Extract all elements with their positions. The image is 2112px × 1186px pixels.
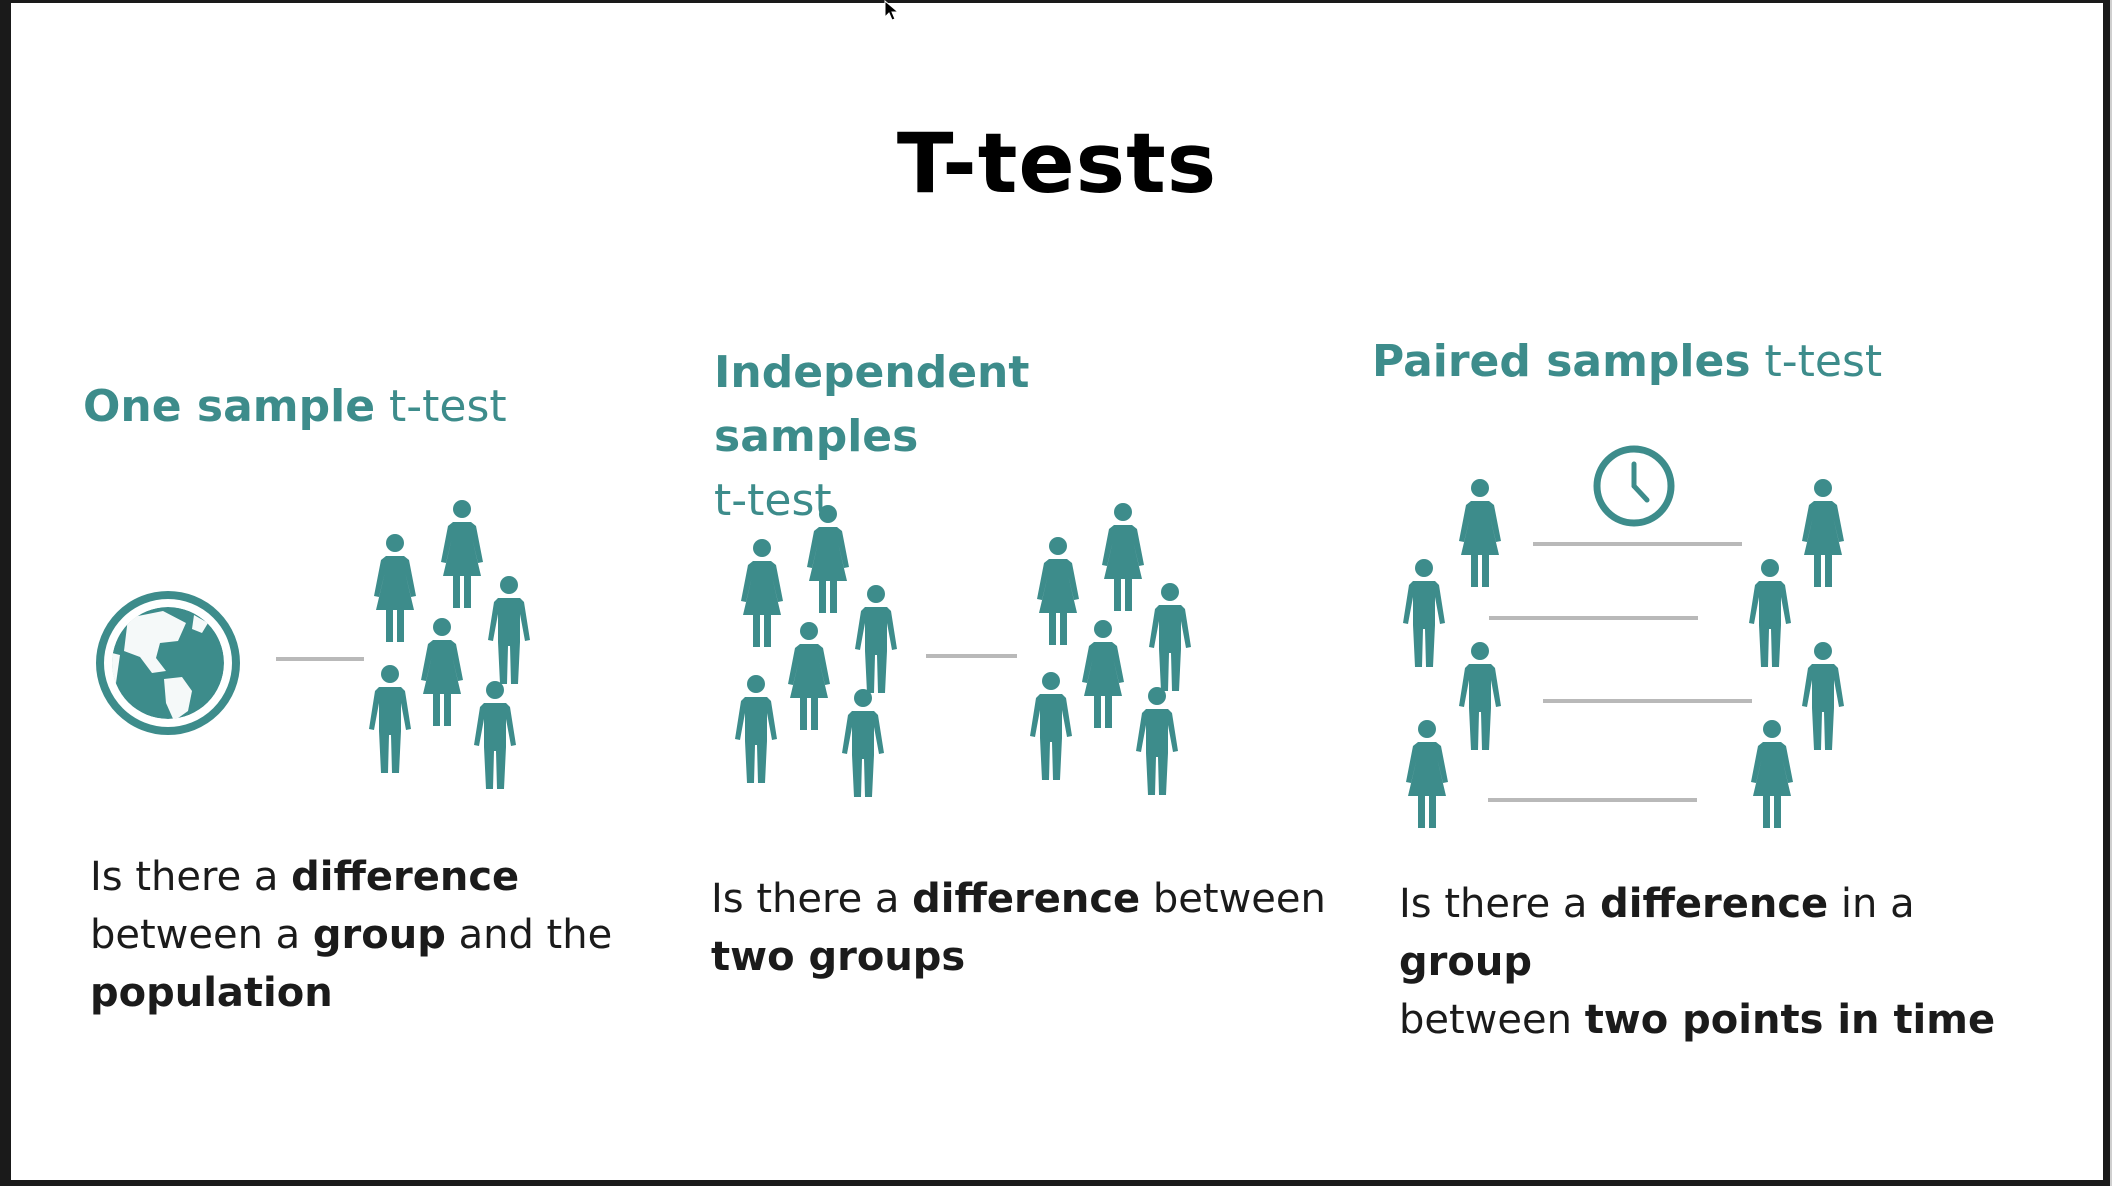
desc-bold: group [312, 912, 446, 958]
heading-independent-samples: Independent samples t-test [714, 341, 1234, 533]
description-paired: Is there a difference in a group between… [1399, 875, 2039, 1049]
heading-paired-samples: Paired samples t-test [1372, 330, 1882, 394]
mouse-pointer-icon [884, 0, 900, 21]
heading-paired-normal: t-test [1764, 336, 1883, 387]
desc-bold: two groups [711, 934, 966, 980]
group-of-people-icon [735, 505, 897, 797]
desc-text: Is there a [711, 876, 913, 922]
desc-bold: difference [912, 876, 1141, 922]
illustrations [96, 445, 1844, 828]
slide-title: T-tests [896, 115, 1218, 212]
desc-text: Is there a [90, 854, 292, 900]
slide: T-tests One sample t-test Independent sa… [11, 3, 2103, 1180]
heading-one-sample: One sample t-test [83, 375, 507, 439]
window-edge [2110, 0, 2112, 1186]
desc-text: between a [90, 912, 313, 958]
desc-text: between [1140, 876, 1326, 922]
desc-text: in a [1828, 881, 1915, 927]
clock-icon [1593, 445, 1675, 527]
desc-bold: two points in time [1584, 997, 1996, 1043]
heading-independent-bold: Independent samples [714, 347, 1030, 462]
description-one-sample: Is there a difference between a group an… [90, 848, 630, 1022]
heading-paired-bold: Paired samples [1372, 336, 1751, 387]
desc-text: and the [445, 912, 613, 958]
desc-bold: group [1399, 939, 1532, 985]
group-of-people-icon [369, 500, 530, 789]
heading-one-sample-normal: t-test [389, 381, 507, 432]
paired-people-icon [1403, 479, 1844, 828]
description-independent: Is there a difference between two groups [711, 870, 1331, 986]
globe-icon [96, 591, 240, 735]
desc-bold: population [90, 970, 333, 1016]
desc-text: between [1399, 997, 1585, 1043]
desc-bold: difference [291, 854, 520, 900]
heading-independent-normal: t-test [714, 475, 832, 526]
desc-text: Is there a [1399, 881, 1601, 927]
heading-one-sample-bold: One sample [83, 381, 376, 432]
desc-bold: difference [1600, 881, 1829, 927]
group-of-people-icon [1030, 503, 1191, 795]
